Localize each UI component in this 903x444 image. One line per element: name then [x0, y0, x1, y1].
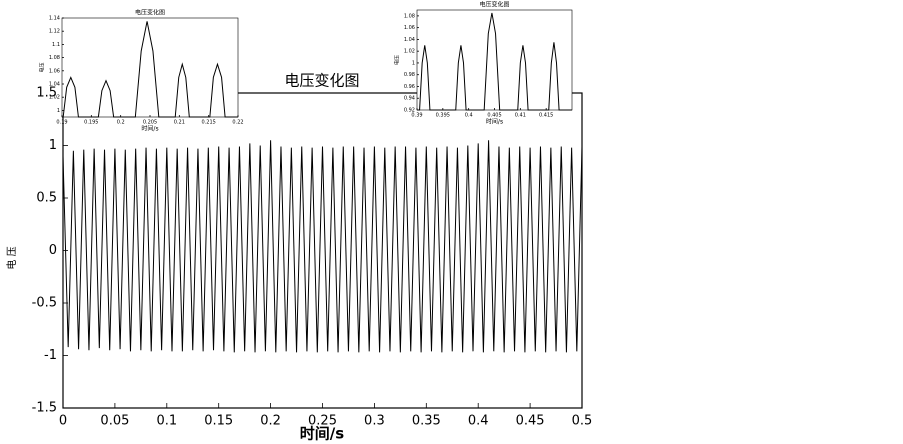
y-tick-label: 0 [49, 243, 57, 258]
x-tick-label: 0.2 [260, 414, 281, 429]
y-tick-label: 1 [49, 138, 57, 153]
x-tick-label: 0.5 [572, 414, 593, 429]
x-tick-label: 0.405 [487, 113, 501, 119]
x-tick-label: 0.41 [515, 113, 526, 119]
inset-title: 电压变化图 [135, 9, 165, 17]
y-axis-label: 电 压 [5, 246, 18, 269]
y-tick-label: 1.04 [49, 82, 60, 88]
y-tick-label: 1.08 [49, 55, 60, 61]
x-tick-label: 0.4 [465, 113, 473, 119]
plot-area [63, 93, 582, 408]
inset-x-label: 时间/s [141, 125, 158, 133]
y-tick-label: 1.02 [49, 95, 60, 101]
y-tick-label: 1.14 [49, 16, 60, 22]
data-line [417, 12, 572, 111]
x-tick-label: 0.45 [516, 414, 545, 429]
y-tick-label: 0.98 [404, 72, 415, 78]
x-tick-label: 0.215 [202, 120, 216, 126]
x-tick-label: 0.05 [100, 414, 129, 429]
y-tick-label: 0.92 [404, 108, 415, 114]
data-line [62, 21, 238, 118]
y-tick-label: -1 [44, 348, 57, 363]
y-tick-label: 1.02 [404, 49, 415, 55]
x-tick-label: 0.35 [412, 414, 441, 429]
x-tick-label: 0.415 [539, 113, 553, 119]
y-tick-label: -0.5 [32, 296, 57, 311]
x-axis-label: 时间/s [300, 425, 344, 443]
y-tick-label: 0.5 [36, 191, 57, 206]
y-tick-label: 1.5 [36, 86, 57, 101]
inset-title: 电压变化图 [479, 1, 509, 9]
y-tick-label: 1 [412, 60, 415, 66]
y-tick-label: 0.94 [404, 96, 415, 102]
x-tick-label: 0.22 [232, 120, 243, 126]
x-tick-label: 0.15 [204, 414, 233, 429]
x-tick-label: 0.39 [411, 113, 422, 119]
x-tick-label: 0.205 [143, 120, 157, 126]
inset-x-label: 时间/s [486, 118, 503, 126]
y-tick-label: 1.06 [49, 68, 60, 74]
x-tick-label: 0.19 [56, 120, 67, 126]
y-tick-label: 1.04 [404, 37, 415, 43]
x-tick-label: 0.1 [156, 414, 177, 429]
chart-title: 电压变化图 [284, 72, 359, 90]
y-tick-label: 1.1 [52, 42, 60, 48]
y-tick-label: 1.06 [404, 25, 415, 31]
y-tick-label: -1.5 [32, 401, 57, 416]
y-tick-label: 1.08 [404, 13, 415, 19]
x-tick-label: 0 [59, 414, 67, 429]
x-tick-label: 0.3 [364, 414, 385, 429]
x-tick-label: 0.2 [117, 120, 125, 126]
data-line [62, 140, 583, 353]
y-tick-label: 1 [57, 108, 60, 114]
inset-y-label: 电压 [394, 55, 401, 65]
x-tick-label: 0.195 [84, 120, 98, 126]
x-tick-label: 0.21 [174, 120, 185, 126]
inset-y-label: 电压 [39, 62, 46, 72]
y-tick-label: 1.12 [49, 29, 60, 35]
x-tick-label: 0.395 [436, 113, 450, 119]
x-tick-label: 0.4 [468, 414, 489, 429]
x-tick-label: 0.25 [308, 414, 337, 429]
y-tick-label: 0.96 [404, 84, 415, 90]
